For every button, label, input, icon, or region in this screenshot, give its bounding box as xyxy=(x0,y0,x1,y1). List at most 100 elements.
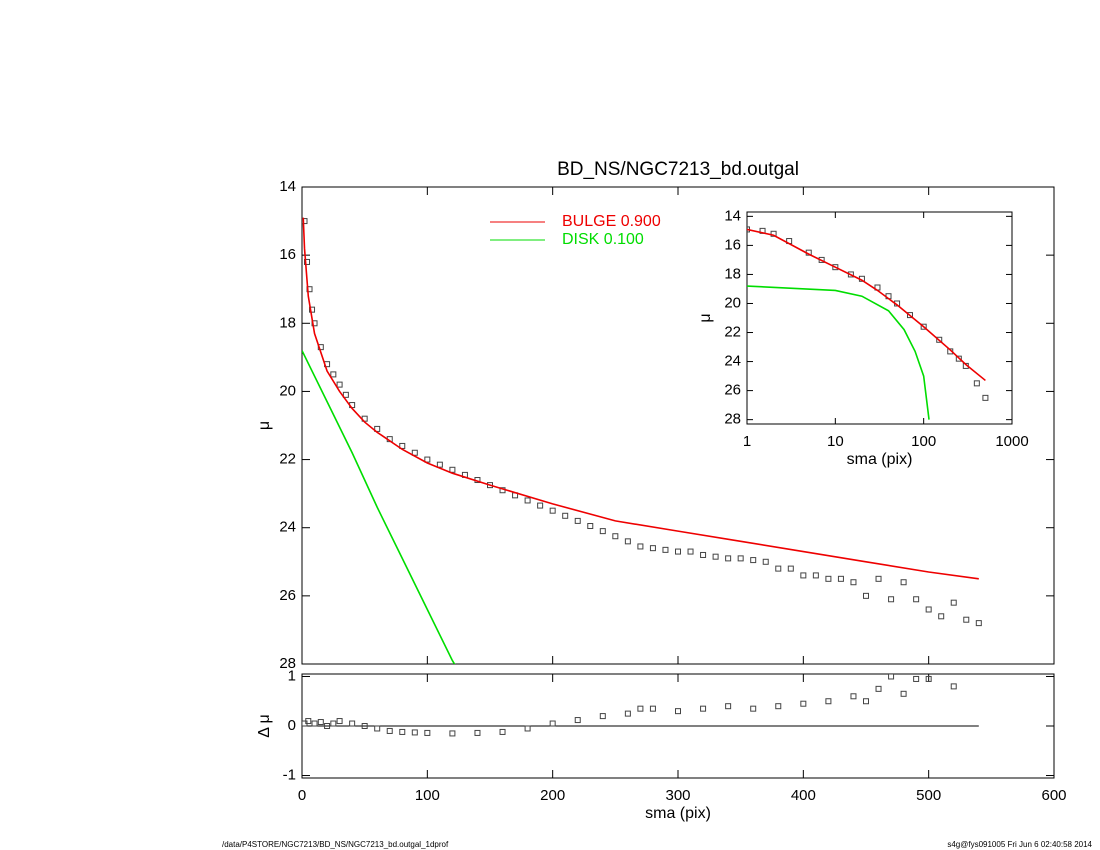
y-axis-label: μ xyxy=(256,421,273,430)
data-point xyxy=(900,579,907,586)
data-point xyxy=(812,572,819,579)
plot-area xyxy=(302,217,982,664)
data-point xyxy=(612,533,619,540)
data-point xyxy=(913,596,920,603)
data-point xyxy=(336,381,343,388)
data-point xyxy=(587,523,594,530)
data-point xyxy=(837,575,844,582)
x-axis-label: sma (pix) xyxy=(847,451,913,468)
data-point xyxy=(963,616,970,623)
data-point xyxy=(499,728,506,735)
data-point xyxy=(424,729,431,736)
x-tick-label: 300 xyxy=(665,787,690,804)
y-tick-label: 24 xyxy=(724,353,741,370)
x-tick-label: 400 xyxy=(791,787,816,804)
data-point xyxy=(973,380,980,387)
data-point xyxy=(662,546,669,553)
data-point xyxy=(982,394,989,401)
data-point xyxy=(411,729,418,736)
data-point xyxy=(762,558,769,565)
data-point xyxy=(574,517,581,524)
data-point xyxy=(712,553,719,560)
plot-frame xyxy=(301,186,1055,665)
data-point xyxy=(386,727,393,734)
data-point xyxy=(700,705,707,712)
y-tick-label: 22 xyxy=(724,323,741,340)
data-point xyxy=(302,218,308,225)
x-tick-label: 0 xyxy=(298,787,306,804)
data-point xyxy=(900,690,907,697)
data-point xyxy=(925,606,932,613)
data-point xyxy=(750,557,757,564)
x-tick-label: 100 xyxy=(415,787,440,804)
data-point xyxy=(906,312,913,319)
x-tick-label: 1 xyxy=(743,433,751,450)
x-tick-label: 600 xyxy=(1041,787,1066,804)
data-point xyxy=(562,512,569,519)
data-point xyxy=(449,730,456,737)
line-series xyxy=(302,217,979,580)
data-point xyxy=(524,725,531,732)
data-point xyxy=(304,258,311,265)
data-point xyxy=(770,230,777,237)
plot-frame xyxy=(746,211,1013,425)
data-point xyxy=(825,575,832,582)
data-point xyxy=(305,718,312,725)
data-point xyxy=(938,613,945,620)
data-point xyxy=(637,705,644,712)
data-point xyxy=(599,528,606,535)
data-point xyxy=(342,391,349,398)
footer-right: s4g@fys091005 Fri Jun 6 02:40:58 2014 xyxy=(947,840,1092,849)
data-point xyxy=(374,725,381,732)
data-point xyxy=(574,717,581,724)
chart-title: BD_NS/NGC7213_bd.outgal xyxy=(557,159,799,180)
plot-area xyxy=(302,674,979,737)
line-series xyxy=(747,285,930,420)
x-tick-label: 200 xyxy=(540,787,565,804)
data-point xyxy=(549,720,556,727)
footer-left: /data/P4STORE/NGC7213/BD_NS/NGC7213_bd.o… xyxy=(222,840,449,849)
y-axis-label: μ xyxy=(697,313,714,322)
data-point xyxy=(888,674,895,680)
data-point xyxy=(524,497,531,504)
data-point xyxy=(775,565,782,572)
y-axis-label: Δ μ xyxy=(256,714,273,737)
data-point xyxy=(955,355,962,362)
data-point xyxy=(311,720,318,727)
y-tick-label: 20 xyxy=(724,294,741,311)
data-point xyxy=(330,720,337,727)
data-point xyxy=(330,371,337,378)
data-point xyxy=(687,548,694,555)
data-point xyxy=(725,555,732,562)
data-point xyxy=(863,592,869,599)
y-tick-label: 1 xyxy=(288,667,296,684)
data-point xyxy=(317,719,324,726)
data-point xyxy=(750,705,757,712)
data-point xyxy=(913,675,920,682)
legend-label: BULGE 0.900 xyxy=(562,213,661,230)
data-point xyxy=(649,545,656,552)
data-point xyxy=(950,599,957,606)
x-tick-label: 100 xyxy=(911,433,936,450)
data-point xyxy=(309,306,316,313)
data-point xyxy=(624,710,631,717)
data-point xyxy=(888,596,895,603)
x-tick-label: 10 xyxy=(827,433,844,450)
plot-area xyxy=(747,226,989,420)
y-tick-label: 26 xyxy=(724,382,741,399)
y-tick-label: 24 xyxy=(279,519,296,536)
y-tick-label: 16 xyxy=(724,236,741,253)
data-point xyxy=(549,507,556,514)
x-tick-label: 500 xyxy=(916,787,941,804)
data-point xyxy=(474,729,481,736)
line-series xyxy=(747,228,986,382)
x-tick-label: 1000 xyxy=(995,433,1028,450)
data-point xyxy=(349,720,356,727)
data-point xyxy=(449,466,456,473)
y-tick-label: 14 xyxy=(279,178,296,195)
data-point xyxy=(336,718,343,725)
data-point xyxy=(950,683,957,690)
y-tick-label: 28 xyxy=(279,655,296,672)
y-tick-label: 16 xyxy=(279,246,296,263)
